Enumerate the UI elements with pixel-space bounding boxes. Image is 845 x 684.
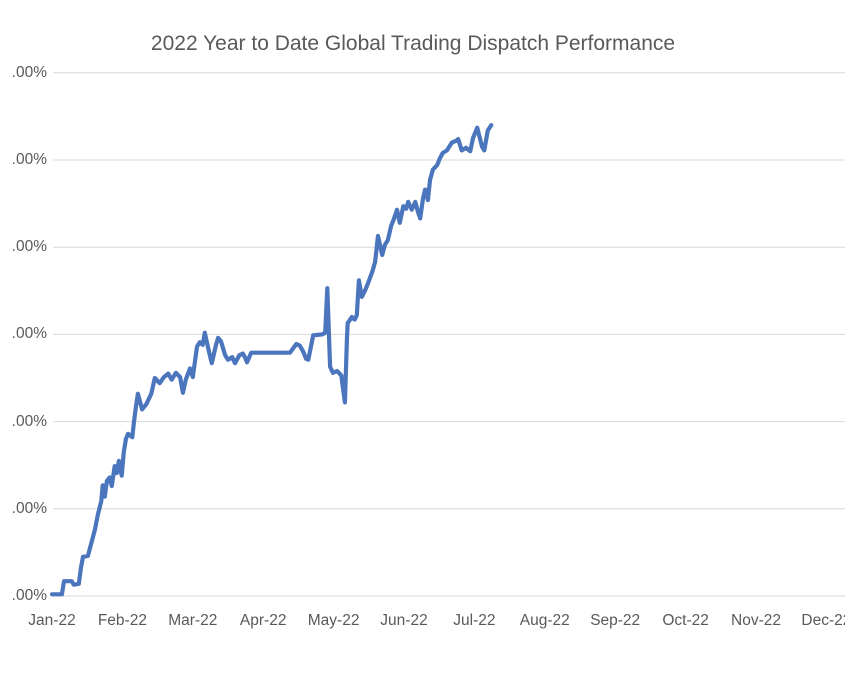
y-axis-label: .00% (11, 63, 47, 81)
x-axis-label: Oct-22 (662, 612, 709, 629)
x-axis-label: Jul-22 (453, 612, 496, 629)
x-axis-label: Jun-22 (380, 612, 428, 629)
x-axis-label: Sep-22 (590, 612, 641, 629)
x-axis-label: May-22 (307, 612, 360, 629)
chart-title: 2022 Year to Date Global Trading Dispatc… (150, 32, 676, 55)
x-axis-label: Mar-22 (168, 612, 218, 629)
x-axis-label: Dec-22 (801, 612, 845, 629)
x-axis-label: Aug-22 (519, 612, 570, 629)
y-axis-label: .00% (11, 151, 47, 168)
y-axis-label: .00% (11, 412, 47, 430)
x-axis-label: Apr-22 (239, 612, 287, 629)
performance-line (49, 122, 494, 597)
y-axis-label: .00% (11, 238, 47, 256)
gridlines (53, 72, 845, 597)
y-axis-label: .00% (11, 587, 47, 604)
y-axis-label: .00% (11, 325, 47, 343)
x-axis-label: Nov-22 (731, 612, 781, 629)
y-axis-label: .00% (11, 499, 47, 517)
x-axis-label: Jan-22 (28, 612, 76, 629)
x-axis-label: Feb-22 (97, 612, 147, 629)
